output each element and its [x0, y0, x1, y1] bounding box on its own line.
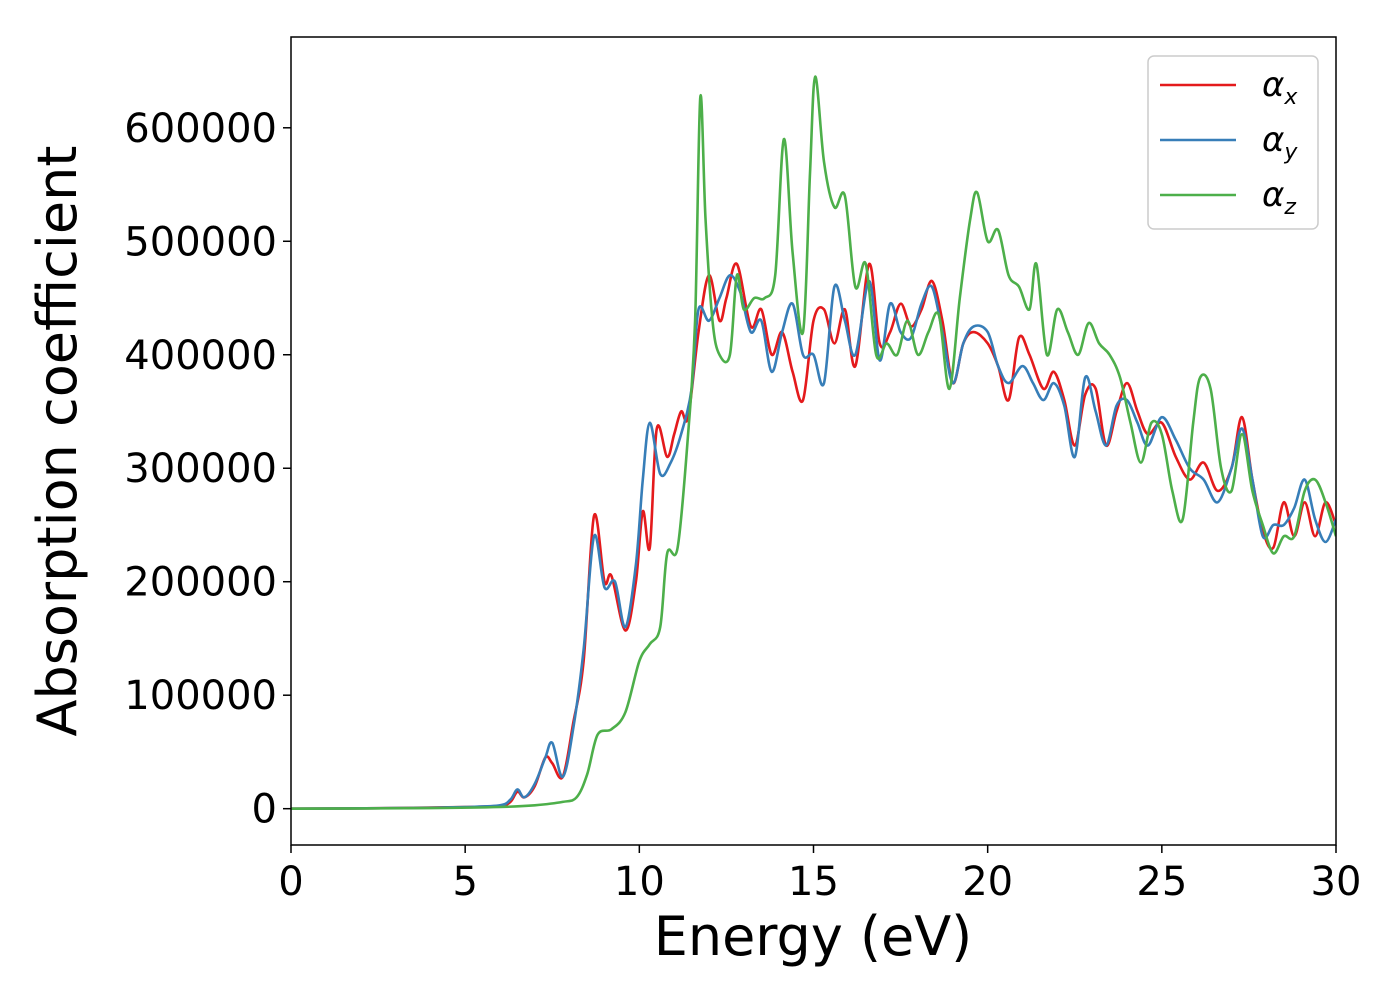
- y-tick-label: 100000: [124, 673, 277, 719]
- y-tick-label: 600000: [124, 106, 277, 152]
- y-axis-ticks: 0 100000 200000 300000 400000 500000 600000: [124, 106, 291, 833]
- x-tick-label: 20: [962, 859, 1013, 905]
- x-tick-label: 15: [788, 859, 839, 905]
- y-axis-title: Absorption coefficient: [26, 146, 89, 737]
- x-tick-label: 0: [278, 859, 303, 905]
- legend-label-y: αy: [1262, 120, 1298, 165]
- x-tick-label: 5: [452, 859, 477, 905]
- series-line-y: [291, 274, 1336, 810]
- legend: αx αy αz: [1147, 55, 1319, 230]
- x-tick-label: 10: [614, 859, 665, 905]
- y-tick-label: 200000: [124, 560, 277, 606]
- y-tick-label: 300000: [124, 446, 277, 492]
- y-tick-label: 0: [252, 787, 277, 833]
- series-layer: [291, 75, 1336, 810]
- series-line-x: [291, 262, 1336, 810]
- series-line-z: [291, 75, 1336, 810]
- y-tick-label: 500000: [124, 219, 277, 265]
- legend-label-z: αz: [1262, 175, 1296, 220]
- legend-label-x: αx: [1262, 65, 1298, 110]
- legend-box: [1147, 55, 1319, 230]
- x-axis-title: Energy (eV): [654, 905, 973, 968]
- y-tick-label: 400000: [124, 333, 277, 379]
- x-tick-label: 30: [1311, 859, 1362, 905]
- x-axis-ticks: 0 5 10 15 20 25 30: [278, 845, 1361, 905]
- x-tick-label: 25: [1136, 859, 1187, 905]
